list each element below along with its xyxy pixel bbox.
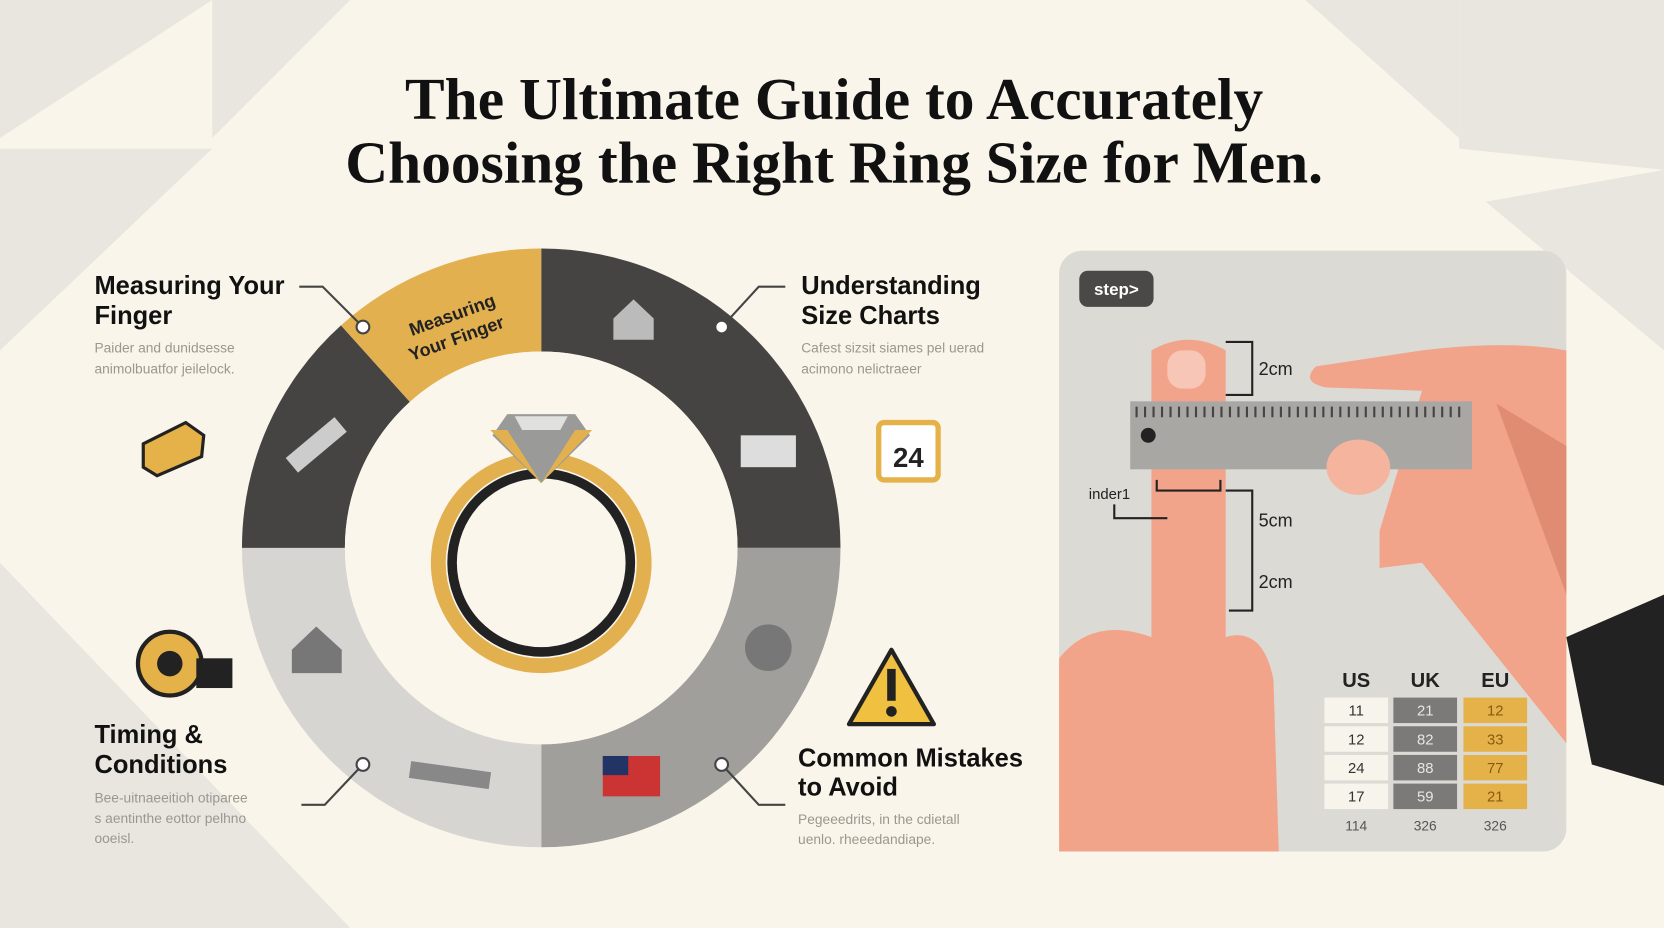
table-cell bbox=[1324, 697, 1389, 724]
section-heading: Understanding bbox=[801, 272, 981, 300]
table-cell-text: 12 bbox=[1487, 704, 1504, 720]
section-heading: Conditions bbox=[94, 751, 227, 779]
wheel-segment bbox=[340, 248, 542, 402]
table-cell bbox=[1393, 754, 1458, 781]
size-table: US UK EU 11 21 12 12 82 33 24 88 77 17 59 21 114 326 326 bbox=[1324, 670, 1528, 833]
section-heading: Common Mistakes bbox=[798, 745, 1023, 773]
table-cell bbox=[1393, 783, 1458, 810]
section-body: s aentinthe eottor pelhno bbox=[94, 811, 246, 826]
section-heading: to Avoid bbox=[798, 773, 898, 801]
table-cell-text: 21 bbox=[1487, 790, 1504, 806]
table-cell-text: 59 bbox=[1417, 790, 1434, 806]
table-cell bbox=[1463, 783, 1528, 810]
measure-label: 2cm bbox=[1259, 359, 1293, 379]
table-cell bbox=[1393, 726, 1458, 752]
connectors bbox=[299, 285, 786, 806]
table-header: US bbox=[1342, 670, 1370, 692]
table-cell bbox=[1463, 726, 1528, 752]
table-cell bbox=[1393, 697, 1458, 724]
section-heading: Finger bbox=[94, 302, 172, 330]
finger-label: inder1 bbox=[1089, 487, 1130, 503]
section-body: Cafest sizsit siames pel uerad bbox=[801, 341, 984, 356]
table-cell-text: 17 bbox=[1348, 790, 1365, 806]
title: The Ultimate Guide to Accurately bbox=[405, 66, 1263, 132]
section-body: uenlo. rheeedandiape. bbox=[798, 832, 935, 847]
ring-icon bbox=[430, 414, 652, 674]
measure-label: 2cm bbox=[1259, 572, 1293, 592]
section-body: Pegeeedrits, in the cdietall bbox=[798, 812, 960, 827]
section-heading: Measuring Your bbox=[94, 272, 284, 300]
table-cell-text: 12 bbox=[1348, 732, 1365, 748]
table-header: UK bbox=[1411, 670, 1441, 692]
table-cell bbox=[1463, 754, 1528, 781]
section-heading: Size Charts bbox=[801, 302, 940, 330]
section-body: animolbuatfor jeilelock. bbox=[94, 362, 234, 377]
step-tag: step> bbox=[1094, 280, 1139, 299]
table-cell-text: 21 bbox=[1417, 704, 1434, 720]
table-cell bbox=[1324, 783, 1389, 810]
table-cell-text: 24 bbox=[1348, 761, 1365, 777]
table-header: EU bbox=[1481, 670, 1509, 692]
table-cell bbox=[1324, 754, 1389, 781]
table-cell-text: 82 bbox=[1417, 732, 1434, 748]
table-cell-text: 77 bbox=[1487, 761, 1504, 777]
table-cell-text: 33 bbox=[1487, 732, 1504, 748]
table-footer: 326 bbox=[1484, 818, 1507, 833]
table-footer: 114 bbox=[1345, 818, 1367, 833]
wheel-center bbox=[344, 351, 738, 745]
section-body: acimono nelictraeer bbox=[801, 362, 922, 377]
table-cell bbox=[1324, 726, 1389, 752]
table-cell bbox=[1463, 697, 1528, 724]
section-body: ooeisl. bbox=[94, 831, 134, 846]
calendar-day: 24 bbox=[893, 442, 924, 473]
measure-panel: step> 2cm 5cm 2cm inder1 US UK EU 11 21 12 12 8… bbox=[1059, 250, 1664, 852]
table-footer: 326 bbox=[1414, 818, 1437, 833]
section-heading: Timing & bbox=[94, 721, 202, 749]
measure-label: 5cm bbox=[1259, 511, 1293, 531]
section-body: Paider and dunidsesse bbox=[94, 341, 235, 356]
wheel-icons bbox=[285, 299, 796, 797]
table-cell-text: 11 bbox=[1349, 704, 1364, 720]
table-cell-text: 88 bbox=[1417, 761, 1434, 777]
side-icons: 24 bbox=[135, 419, 941, 727]
section-body: Bee-uitnaeeitioh otiparee bbox=[94, 791, 248, 806]
title: Choosing the Right Ring Size for Men. bbox=[345, 130, 1323, 196]
